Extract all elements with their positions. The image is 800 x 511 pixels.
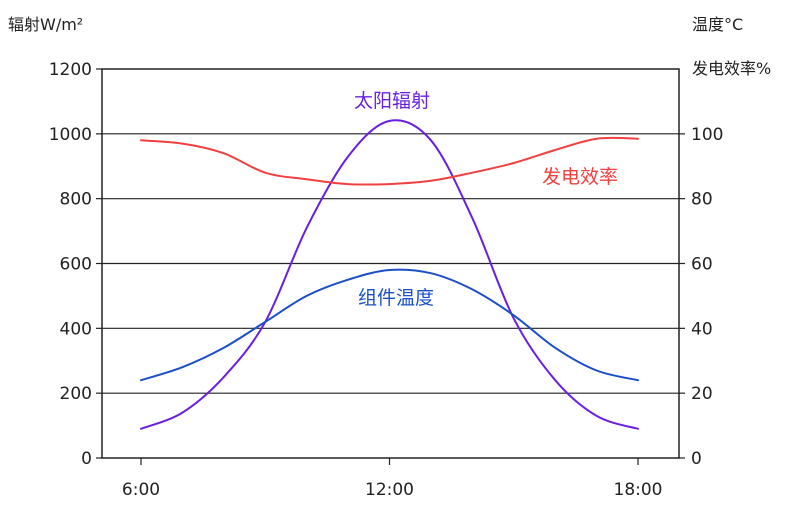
x-tick-label: 12:00 (365, 480, 414, 500)
y-left-tick-label: 600 (60, 255, 92, 275)
series-line-module-temperature (140, 268, 639, 382)
y-left-tick-label: 0 (81, 449, 92, 469)
axis-ticks: 0 200 400 600 800 1000 1200 0 20 40 60 80 100 6:00 12:… (49, 60, 724, 500)
y-left-axis-label: 辐射W/m² (8, 15, 83, 34)
grid-lines (102, 133, 679, 394)
series-line-efficiency (140, 136, 639, 186)
y-left-tick-label: 800 (60, 190, 92, 210)
series-label-solar-radiation: 太阳辐射 (354, 90, 430, 112)
y-right-tick-label: 20 (691, 384, 713, 404)
y-right-axis-label-temperature: 温度°C (692, 15, 743, 34)
y-right-tick-label: 60 (691, 255, 713, 275)
x-tick-label: 6:00 (122, 480, 160, 500)
series-line-solar-radiation (140, 119, 639, 430)
y-right-tick-label: 100 (691, 125, 723, 145)
y-left-tick-label: 1200 (49, 60, 92, 80)
y-left-tick-label: 1000 (49, 125, 92, 145)
y-right-tick-label: 0 (691, 449, 702, 469)
y-right-tick-label: 80 (691, 190, 713, 210)
y-left-tick-label: 400 (60, 319, 92, 339)
y-right-tick-label: 40 (691, 319, 713, 339)
series-lines (140, 119, 639, 430)
series-label-module-temperature: 组件温度 (358, 287, 434, 309)
x-tick-label: 18:00 (614, 480, 663, 500)
y-left-tick-label: 200 (60, 384, 92, 404)
y-right-axis-label-efficiency: 发电效率% (692, 59, 771, 78)
series-label-efficiency: 发电效率 (542, 166, 618, 188)
